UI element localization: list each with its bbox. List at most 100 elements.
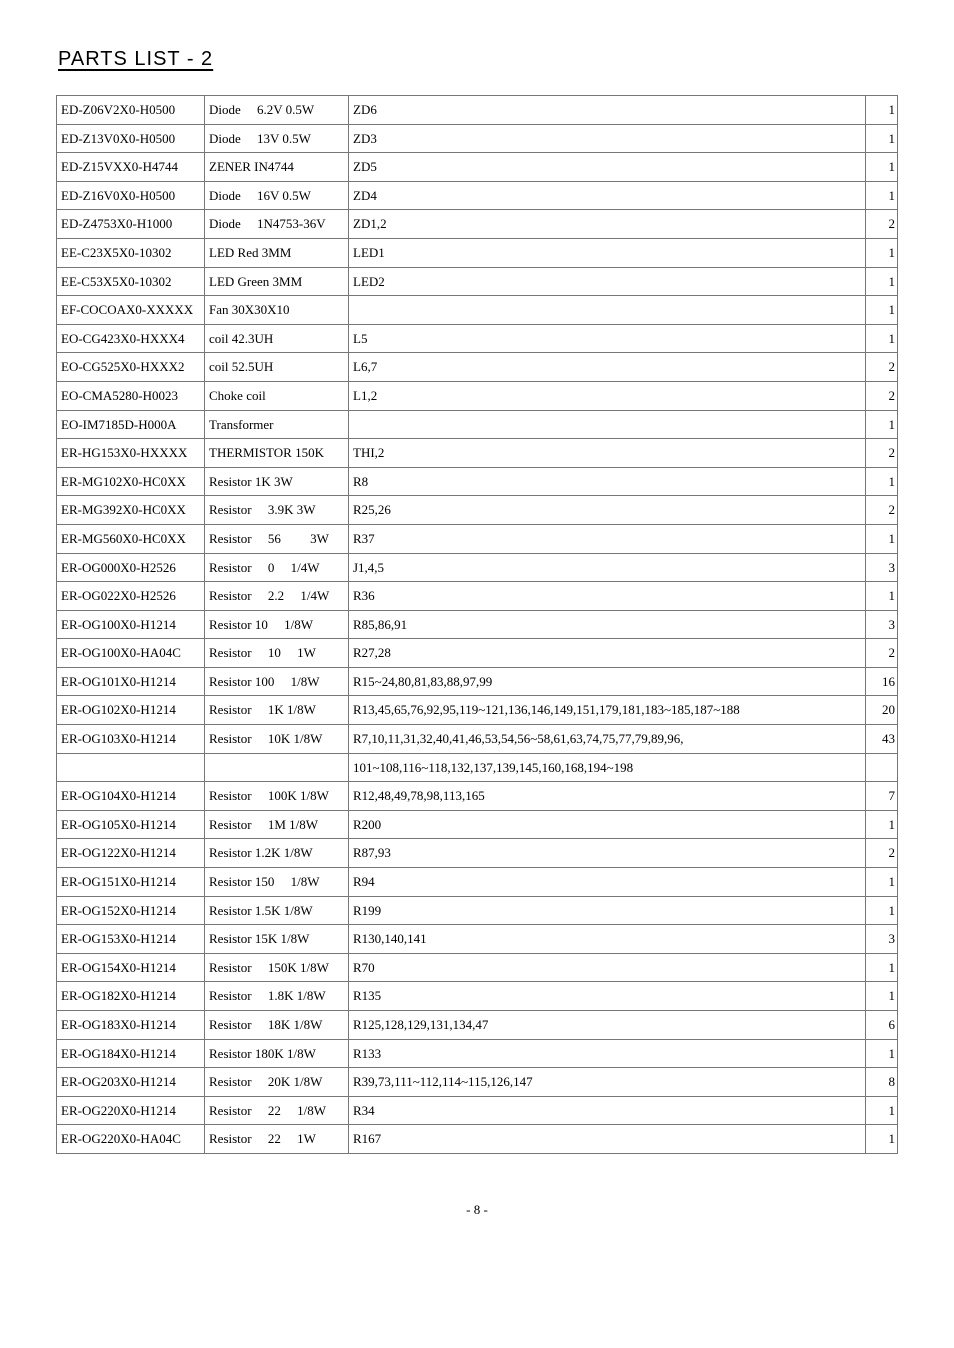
table-row: ER-OG154X0-H1214Resistor 150K 1/8WR701 bbox=[57, 953, 898, 982]
table-row: ER-OG151X0-H1214Resistor 150 1/8WR941 bbox=[57, 868, 898, 897]
table-row: ER-MG392X0-HC0XXResistor 3.9K 3WR25,262 bbox=[57, 496, 898, 525]
table-row: ER-HG153X0-HXXXXTHERMISTOR 150KTHI,22 bbox=[57, 439, 898, 468]
quantity-cell: 7 bbox=[866, 782, 898, 811]
table-row: ER-MG102X0-HC0XXResistor 1K 3WR81 bbox=[57, 467, 898, 496]
reference-cell: R37 bbox=[349, 524, 866, 553]
quantity-cell: 20 bbox=[866, 696, 898, 725]
quantity-cell: 1 bbox=[866, 410, 898, 439]
quantity-cell: 6 bbox=[866, 1011, 898, 1040]
quantity-cell: 1 bbox=[866, 181, 898, 210]
description-cell: Resistor 20K 1/8W bbox=[205, 1068, 349, 1097]
reference-cell: R167 bbox=[349, 1125, 866, 1154]
table-row: ER-OG022X0-H2526Resistor 2.2 1/4WR361 bbox=[57, 582, 898, 611]
description-cell bbox=[205, 753, 349, 782]
table-row: ER-OG100X0-HA04CResistor 10 1WR27,282 bbox=[57, 639, 898, 668]
reference-cell: R200 bbox=[349, 810, 866, 839]
description-cell: ZENER IN4744 bbox=[205, 153, 349, 182]
part-number-cell: ER-OG152X0-H1214 bbox=[57, 896, 205, 925]
table-row: EF-COCOAX0-XXXXXFan 30X30X10 1 bbox=[57, 296, 898, 325]
quantity-cell: 2 bbox=[866, 353, 898, 382]
description-cell: Fan 30X30X10 bbox=[205, 296, 349, 325]
description-cell: Resistor 1K 1/8W bbox=[205, 696, 349, 725]
part-number-cell: ER-OG182X0-H1214 bbox=[57, 982, 205, 1011]
reference-cell: R13,45,65,76,92,95,119~121,136,146,149,1… bbox=[349, 696, 866, 725]
part-number-cell: ER-MG392X0-HC0XX bbox=[57, 496, 205, 525]
description-cell: Resistor 100 1/8W bbox=[205, 667, 349, 696]
part-number-cell: ED-Z15VXX0-H4744 bbox=[57, 153, 205, 182]
reference-cell: LED1 bbox=[349, 238, 866, 267]
quantity-cell: 2 bbox=[866, 639, 898, 668]
description-cell: Resistor 22 1W bbox=[205, 1125, 349, 1154]
part-number-cell: ER-OG100X0-H1214 bbox=[57, 610, 205, 639]
table-row: ER-OG102X0-H1214Resistor 1K 1/8WR13,45,6… bbox=[57, 696, 898, 725]
quantity-cell: 2 bbox=[866, 439, 898, 468]
description-cell: Resistor 15K 1/8W bbox=[205, 925, 349, 954]
description-cell: Resistor 10 1W bbox=[205, 639, 349, 668]
reference-cell: L5 bbox=[349, 324, 866, 353]
quantity-cell: 1 bbox=[866, 296, 898, 325]
description-cell: Resistor 1M 1/8W bbox=[205, 810, 349, 839]
quantity-cell: 1 bbox=[866, 1125, 898, 1154]
part-number-cell: ER-HG153X0-HXXXX bbox=[57, 439, 205, 468]
reference-cell: R70 bbox=[349, 953, 866, 982]
quantity-cell: 43 bbox=[866, 725, 898, 754]
table-row: ER-OG122X0-H1214Resistor 1.2K 1/8WR87,93… bbox=[57, 839, 898, 868]
table-row: EO-CG423X0-HXXX4coil 42.3UHL51 bbox=[57, 324, 898, 353]
description-cell: Resistor 150K 1/8W bbox=[205, 953, 349, 982]
description-cell: Choke coil bbox=[205, 381, 349, 410]
quantity-cell: 1 bbox=[866, 868, 898, 897]
description-cell: Resistor 3.9K 3W bbox=[205, 496, 349, 525]
part-number-cell: EE-C23X5X0-10302 bbox=[57, 238, 205, 267]
page-number: - 8 - bbox=[56, 1202, 898, 1218]
description-cell: Resistor 1.8K 1/8W bbox=[205, 982, 349, 1011]
quantity-cell: 1 bbox=[866, 1039, 898, 1068]
quantity-cell: 8 bbox=[866, 1068, 898, 1097]
part-number-cell: ER-OG100X0-HA04C bbox=[57, 639, 205, 668]
part-number-cell: ER-MG102X0-HC0XX bbox=[57, 467, 205, 496]
reference-cell: R15~24,80,81,83,88,97,99 bbox=[349, 667, 866, 696]
part-number-cell: ER-OG184X0-H1214 bbox=[57, 1039, 205, 1068]
reference-cell: LED2 bbox=[349, 267, 866, 296]
description-cell: Resistor 2.2 1/4W bbox=[205, 582, 349, 611]
reference-cell: R39,73,111~112,114~115,126,147 bbox=[349, 1068, 866, 1097]
table-row: ER-OG105X0-H1214Resistor 1M 1/8WR2001 bbox=[57, 810, 898, 839]
description-cell: Resistor 18K 1/8W bbox=[205, 1011, 349, 1040]
quantity-cell: 2 bbox=[866, 381, 898, 410]
description-cell: Resistor 1.5K 1/8W bbox=[205, 896, 349, 925]
quantity-cell: 1 bbox=[866, 238, 898, 267]
quantity-cell: 1 bbox=[866, 467, 898, 496]
reference-cell bbox=[349, 410, 866, 439]
description-cell: Resistor 10K 1/8W bbox=[205, 725, 349, 754]
table-row: ED-Z4753X0-H1000Diode 1N4753-36VZD1,22 bbox=[57, 210, 898, 239]
description-cell: Resistor 180K 1/8W bbox=[205, 1039, 349, 1068]
part-number-cell: ER-OG220X0-H1214 bbox=[57, 1096, 205, 1125]
table-row: ED-Z06V2X0-H0500Diode 6.2V 0.5WZD61 bbox=[57, 96, 898, 125]
table-row: EO-IM7185D-H000ATransformer1 bbox=[57, 410, 898, 439]
table-row: EO-CG525X0-HXXX2coil 52.5UHL6,72 bbox=[57, 353, 898, 382]
reference-cell: R25,26 bbox=[349, 496, 866, 525]
part-number-cell: ER-OG102X0-H1214 bbox=[57, 696, 205, 725]
part-number-cell: EO-CG423X0-HXXX4 bbox=[57, 324, 205, 353]
table-row: ER-OG183X0-H1214Resistor 18K 1/8WR125,12… bbox=[57, 1011, 898, 1040]
quantity-cell: 1 bbox=[866, 96, 898, 125]
description-cell: THERMISTOR 150K bbox=[205, 439, 349, 468]
parts-table: ED-Z06V2X0-H0500Diode 6.2V 0.5WZD61 ED-Z1… bbox=[56, 95, 898, 1154]
description-cell: Resistor 1K 3W bbox=[205, 467, 349, 496]
description-cell: LED Red 3MM bbox=[205, 238, 349, 267]
reference-cell: ZD6 bbox=[349, 96, 866, 125]
table-row: ER-OG220X0-H1214Resistor 22 1/8WR341 bbox=[57, 1096, 898, 1125]
quantity-cell: 1 bbox=[866, 1096, 898, 1125]
reference-cell: R135 bbox=[349, 982, 866, 1011]
reference-cell: THI,2 bbox=[349, 439, 866, 468]
description-cell: Resistor 10 1/8W bbox=[205, 610, 349, 639]
description-cell: Resistor 0 1/4W bbox=[205, 553, 349, 582]
description-cell: Diode 6.2V 0.5W bbox=[205, 96, 349, 125]
quantity-cell: 1 bbox=[866, 124, 898, 153]
part-number-cell: EF-COCOAX0-XXXXX bbox=[57, 296, 205, 325]
table-row: ED-Z16V0X0-H0500Diode 16V 0.5WZD41 bbox=[57, 181, 898, 210]
description-cell: Diode 16V 0.5W bbox=[205, 181, 349, 210]
description-cell: coil 52.5UH bbox=[205, 353, 349, 382]
quantity-cell: 1 bbox=[866, 153, 898, 182]
description-cell: Resistor 100K 1/8W bbox=[205, 782, 349, 811]
part-number-cell: ER-OG122X0-H1214 bbox=[57, 839, 205, 868]
